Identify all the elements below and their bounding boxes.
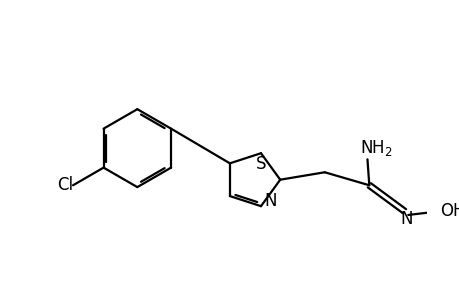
Text: N: N bbox=[263, 192, 276, 210]
Text: OH: OH bbox=[439, 202, 459, 220]
Text: NH$_2$: NH$_2$ bbox=[359, 138, 392, 158]
Text: Cl: Cl bbox=[57, 176, 73, 194]
Text: N: N bbox=[399, 210, 412, 228]
Text: S: S bbox=[255, 155, 266, 173]
